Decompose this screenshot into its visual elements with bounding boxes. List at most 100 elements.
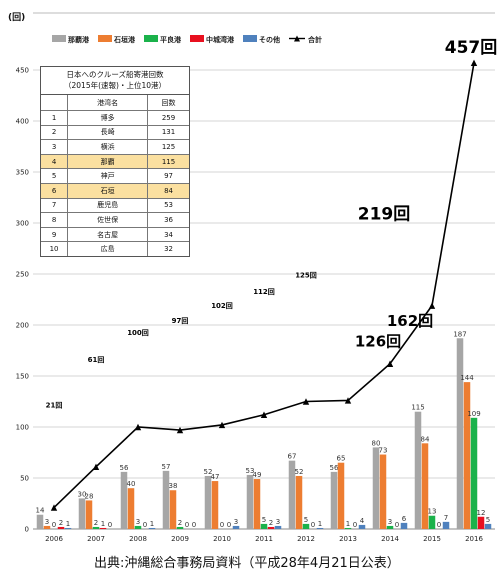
- bar: [387, 526, 394, 529]
- bar: [373, 447, 380, 529]
- legend-swatch: [243, 35, 257, 42]
- bar: [135, 526, 142, 529]
- legend-label: 中城湾港: [206, 35, 235, 44]
- x-tick-label: 2007: [87, 535, 105, 543]
- bar-value-label: 3: [45, 518, 49, 526]
- bar: [457, 338, 464, 529]
- bar-value-label: 6: [402, 515, 407, 523]
- count-cell: 84: [148, 183, 189, 198]
- rank-cell: 2: [41, 125, 68, 140]
- bar: [65, 528, 72, 529]
- bar: [212, 481, 219, 529]
- bar: [205, 476, 212, 529]
- bar-value-label: 12: [477, 509, 486, 517]
- bar: [415, 412, 422, 529]
- bar-value-label: 2: [59, 519, 63, 527]
- bar-value-label: 0: [143, 521, 147, 529]
- bar-value-label: 52: [295, 468, 304, 476]
- count-cell: 36: [148, 213, 189, 228]
- bar-value-label: 28: [85, 492, 94, 500]
- total-point: [471, 60, 477, 66]
- x-tick-label: 2015: [423, 535, 441, 543]
- bar: [331, 472, 338, 529]
- x-tick-label: 2012: [297, 535, 315, 543]
- bar-value-label: 0: [227, 521, 231, 529]
- bar: [478, 517, 485, 529]
- x-tick-label: 2016: [465, 535, 483, 543]
- legend-label: 石垣港: [113, 35, 136, 44]
- bar-value-label: 5: [304, 516, 308, 524]
- bar-value-label: 115: [411, 404, 424, 412]
- bar: [338, 463, 345, 529]
- bar: [177, 527, 184, 529]
- bar-value-label: 1: [346, 520, 350, 528]
- bar: [401, 523, 408, 529]
- total-value-label: 457回: [445, 38, 498, 58]
- bar-value-label: 1: [150, 520, 154, 528]
- bar: [163, 471, 170, 529]
- bar-value-label: 5: [262, 516, 266, 524]
- y-tick-label: 300: [16, 220, 29, 228]
- bar-value-label: 65: [337, 455, 346, 463]
- bar-value-label: 3: [234, 518, 238, 526]
- count-cell: 115: [148, 154, 189, 169]
- total-value-label: 61回: [88, 355, 105, 364]
- x-tick-label: 2011: [255, 535, 273, 543]
- ranking-row: 5 神戸 97: [41, 169, 189, 184]
- bar-value-label: 57: [162, 463, 171, 471]
- count-cell: 34: [148, 227, 189, 242]
- inset-ranking-table: 日本へのクルーズ船寄港回数 （2015年(速報)・上位10港） 港湾名 回数 1…: [40, 66, 190, 257]
- total-value-label: 219回: [358, 205, 411, 225]
- ranking-row: 9 名古屋 34: [41, 227, 189, 242]
- bar-value-label: 56: [330, 464, 339, 472]
- bar-value-label: 0: [311, 521, 315, 529]
- y-tick-label: 350: [16, 169, 29, 177]
- bar-value-label: 67: [288, 453, 297, 461]
- inset-table-title: 日本へのクルーズ船寄港回数 （2015年(速報)・上位10港）: [41, 67, 189, 95]
- bar-value-label: 38: [169, 482, 178, 490]
- legend-label: 那覇港: [68, 35, 90, 44]
- x-tick-label: 2008: [129, 535, 147, 543]
- bar: [58, 527, 65, 529]
- bar: [79, 498, 86, 529]
- bar-value-label: 2: [178, 519, 182, 527]
- total-value-label: 97回: [172, 316, 189, 325]
- legend-label: 平良港: [160, 35, 182, 44]
- bar: [170, 490, 177, 529]
- ranking-row: 8 佐世保 36: [41, 213, 189, 228]
- bar: [485, 524, 492, 529]
- y-tick-label: 250: [16, 271, 29, 279]
- bar: [296, 476, 303, 529]
- ranking-row: 7 鹿児島 53: [41, 198, 189, 213]
- x-tick-label: 2006: [45, 535, 63, 543]
- ranking-row: 6 石垣 84: [41, 183, 189, 198]
- bar-value-label: 2: [269, 519, 273, 527]
- bar-value-label: 1: [101, 520, 105, 528]
- port-cell: 那覇: [68, 154, 148, 169]
- bar-value-label: 0: [437, 521, 441, 529]
- legend-swatch: [144, 35, 158, 42]
- x-tick-label: 2013: [339, 535, 357, 543]
- count-cell: 32: [148, 242, 189, 256]
- total-value-label: 126回: [355, 332, 401, 350]
- bar: [100, 528, 107, 529]
- bar: [429, 516, 436, 529]
- ranking-row: 10 広島 32: [41, 242, 189, 256]
- bar-value-label: 49: [253, 471, 262, 479]
- bar: [37, 515, 44, 529]
- rank-cell: 6: [41, 183, 68, 198]
- bar-value-label: 7: [444, 514, 448, 522]
- bar: [261, 524, 268, 529]
- bar: [443, 522, 450, 529]
- bar: [268, 527, 275, 529]
- y-axis-unit: (回): [8, 10, 25, 23]
- bar-value-label: 3: [276, 518, 280, 526]
- bar: [247, 475, 254, 529]
- port-cell: 広島: [68, 242, 148, 256]
- inset-title-line1: 日本へのクルーズ船寄港回数: [41, 69, 189, 80]
- legend-label: その他: [259, 35, 280, 44]
- count-cell: 97: [148, 169, 189, 184]
- bar-value-label: 47: [211, 473, 220, 481]
- bar: [317, 528, 324, 529]
- y-tick-label: 450: [16, 67, 29, 75]
